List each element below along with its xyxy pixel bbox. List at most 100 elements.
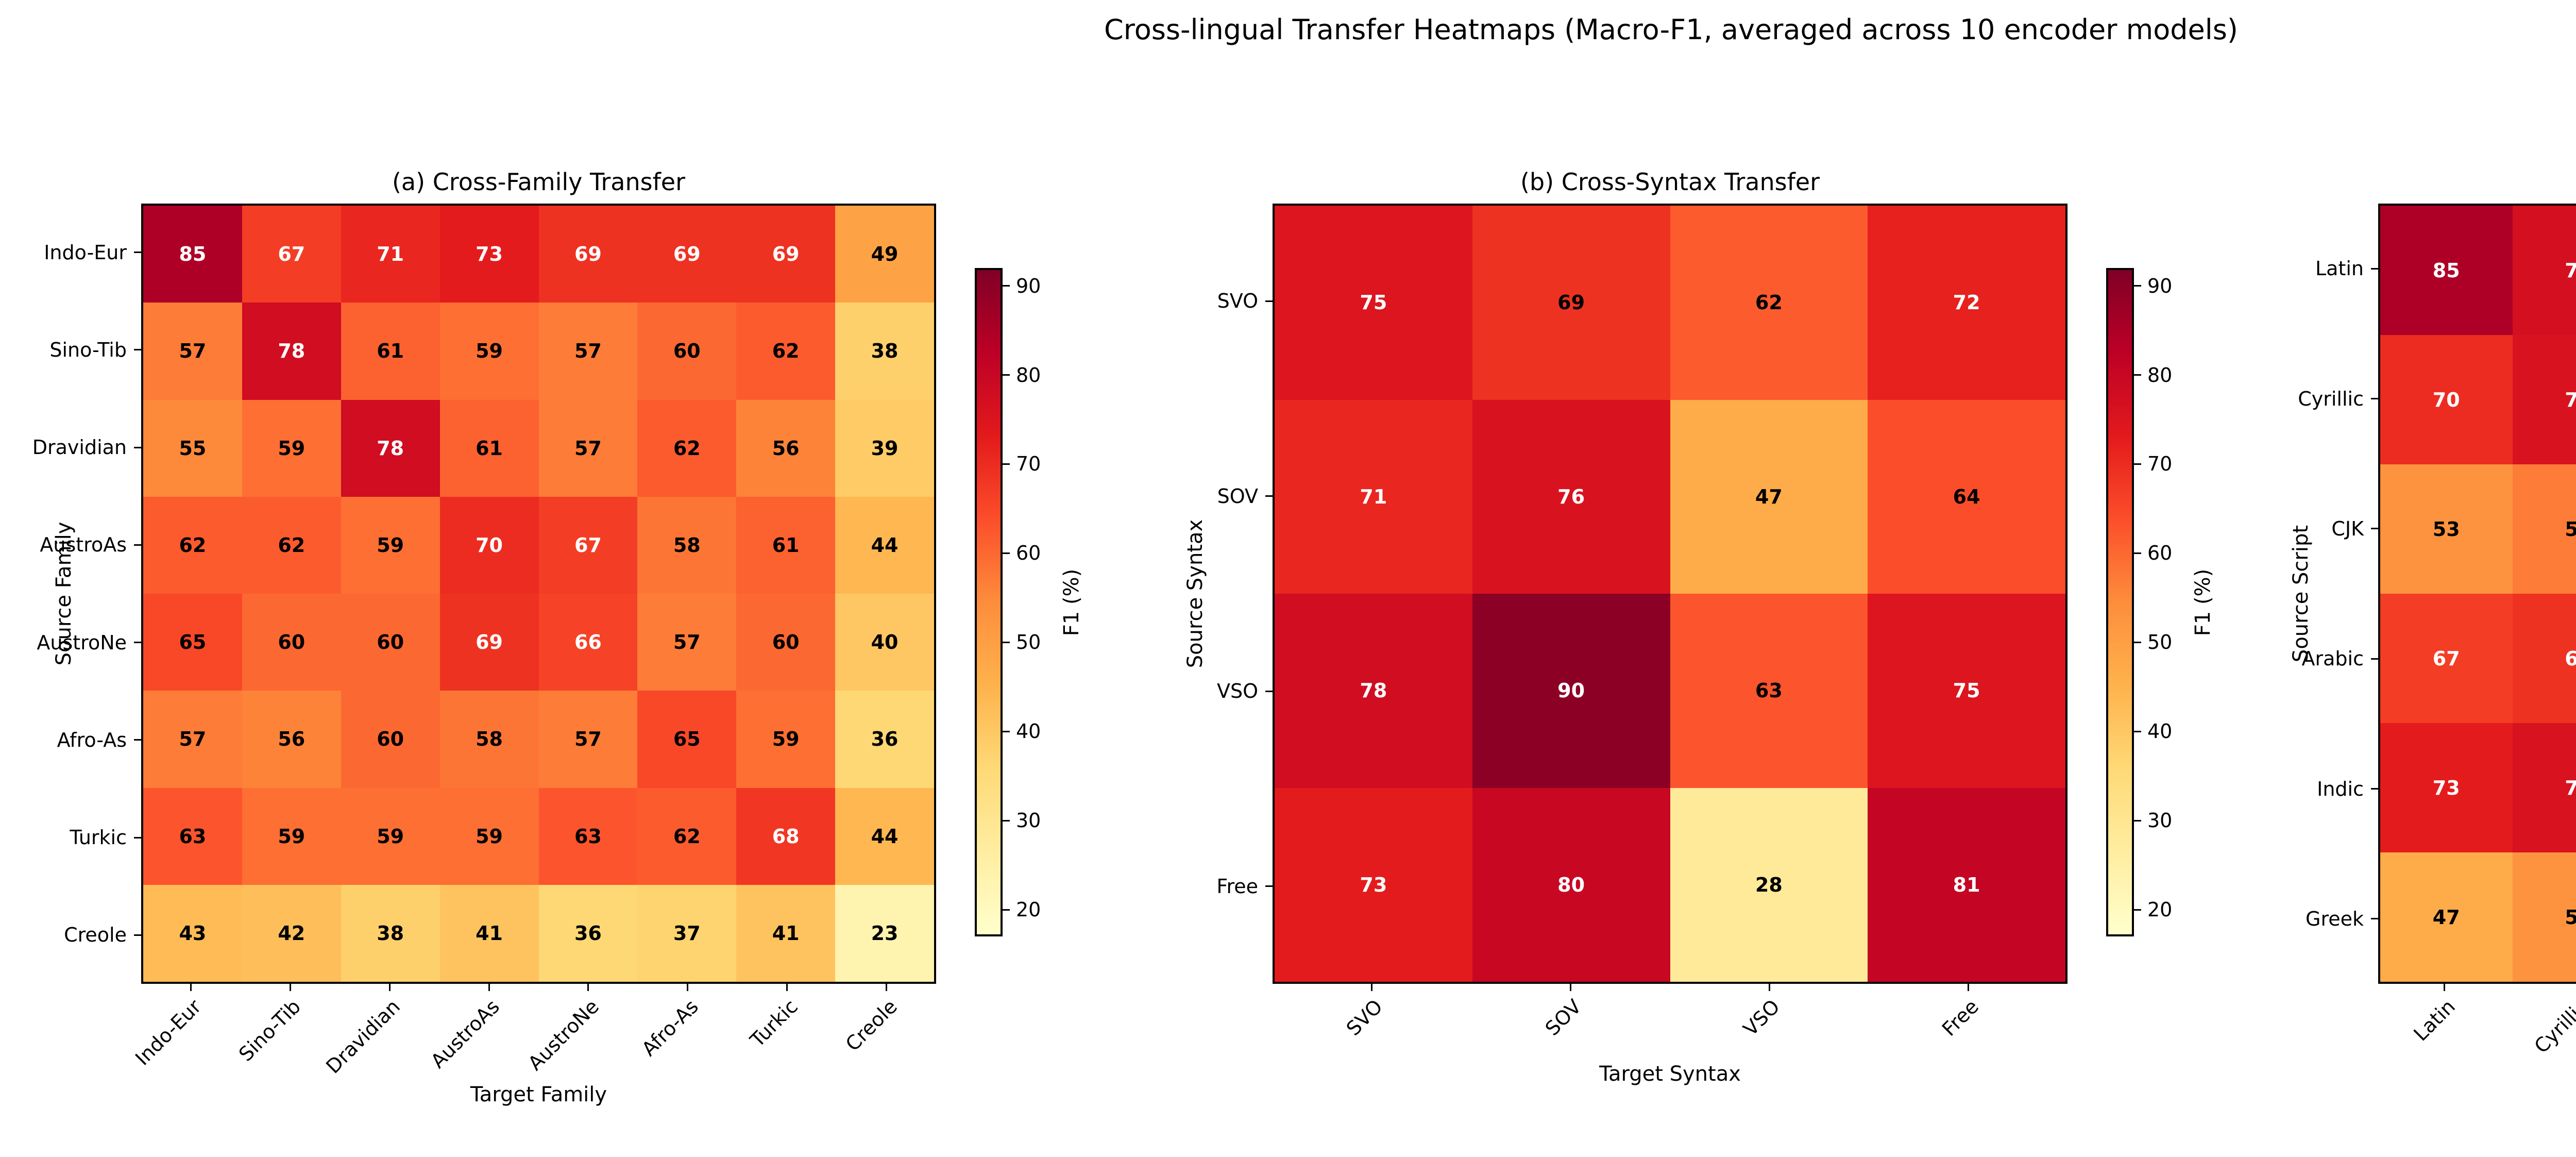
colorbar-tick-label: 70 bbox=[2147, 454, 2172, 474]
heatmap-cell-b-VSO-VSO: 63 bbox=[1670, 594, 1868, 788]
heatmap-cell-a-Sino-Tib-Afro-As: 60 bbox=[637, 303, 736, 399]
colorbar-tick-label: 70 bbox=[1016, 454, 1041, 474]
heatmap-cell-b-SVO-SVO: 75 bbox=[1275, 206, 1472, 400]
x-axis-label-a: Target Family bbox=[141, 1082, 936, 1107]
heatmap-cell-a-Turkic-Afro-As: 62 bbox=[637, 788, 736, 885]
y-tick-mark bbox=[2371, 528, 2378, 529]
x-tick-mark bbox=[1769, 984, 1770, 991]
colorbar-tick-label: 90 bbox=[1016, 276, 1041, 296]
heatmap-cell-a-Creole-Dravidian: 38 bbox=[341, 885, 440, 982]
x-tick-mark bbox=[1968, 984, 1969, 991]
heatmap-cell-a-Afro-As-Creole: 36 bbox=[835, 691, 934, 787]
heatmap-cell-b-VSO-Free: 75 bbox=[1868, 594, 2065, 788]
heatmap-cell-a-AustroAs-Indo-Eur: 62 bbox=[143, 497, 242, 594]
heatmap-cell-c-CJK-Latin: 53 bbox=[2380, 464, 2513, 594]
colorbar-tick-label: 20 bbox=[1016, 900, 1041, 919]
colorbar-tick-mark bbox=[1003, 285, 1010, 287]
heatmap-cell-a-Afro-As-AustroNe: 57 bbox=[539, 691, 638, 787]
heatmap-cell-a-Afro-As-Afro-As: 65 bbox=[637, 691, 736, 787]
heatmap-cell-a-Creole-Afro-As: 37 bbox=[637, 885, 736, 982]
x-axis-label-c: Target Script bbox=[2378, 1072, 2576, 1097]
heatmap-cell-a-Creole-AustroAs: 41 bbox=[440, 885, 539, 982]
heatmap-cell-a-Turkic-AustroAs: 59 bbox=[440, 788, 539, 885]
heatmap-cell-a-AustroNe-Afro-As: 57 bbox=[637, 594, 736, 691]
y-tick-mark bbox=[134, 934, 141, 936]
heatmap-cell-a-AustroAs-Creole: 44 bbox=[835, 497, 934, 594]
heatmap-cell-a-Indo-Eur-Dravidian: 71 bbox=[341, 206, 440, 303]
y-tick-mark bbox=[134, 642, 141, 643]
heatmap-cell-c-Indic-Cyrillic: 76 bbox=[2513, 723, 2576, 852]
x-axis-label-b: Target Syntax bbox=[1273, 1062, 2067, 1086]
colorbar-b bbox=[2106, 268, 2134, 936]
heatmap-cell-a-Dravidian-AustroAs: 61 bbox=[440, 400, 539, 497]
figure: Cross-lingual Transfer Heatmaps (Macro-F… bbox=[0, 0, 2576, 1127]
heatmap-cell-a-Indo-Eur-AustroNe: 69 bbox=[539, 206, 638, 303]
colorbar-tick-mark bbox=[2134, 285, 2141, 287]
y-tick-label: Cyrillic bbox=[2158, 389, 2364, 409]
heatmap-cell-a-AustroNe-Turkic: 60 bbox=[736, 594, 835, 691]
y-tick-label: CJK bbox=[2158, 519, 2364, 539]
y-tick-label: Creole bbox=[0, 925, 127, 945]
heatmap-cell-a-AustroNe-Sino-Tib: 60 bbox=[242, 594, 341, 691]
colorbar-tick-mark bbox=[2134, 731, 2141, 732]
x-tick-mark bbox=[190, 984, 192, 991]
heatmap-cell-a-Dravidian-Dravidian: 78 bbox=[341, 400, 440, 497]
heatmap-cell-a-Sino-Tib-AustroAs: 59 bbox=[440, 303, 539, 399]
x-tick-mark bbox=[587, 984, 589, 991]
heatmap-cell-a-Sino-Tib-Turkic: 62 bbox=[736, 303, 835, 399]
heatmap-cell-a-Indo-Eur-Afro-As: 69 bbox=[637, 206, 736, 303]
heatmap-cell-a-Dravidian-Sino-Tib: 59 bbox=[242, 400, 341, 497]
heatmap-cell-a-AustroNe-Creole: 40 bbox=[835, 594, 934, 691]
y-tick-label: SVO bbox=[1052, 291, 1258, 311]
heatmap-cell-a-Creole-Creole: 23 bbox=[835, 885, 934, 982]
y-tick-label: Free bbox=[1052, 877, 1258, 896]
heatmap-cell-a-AustroAs-Dravidian: 59 bbox=[341, 497, 440, 594]
heatmap-cell-a-Dravidian-Indo-Eur: 55 bbox=[143, 400, 242, 497]
colorbar-tick-mark bbox=[2134, 909, 2141, 911]
colorbar-tick-mark bbox=[1003, 463, 1010, 465]
colorbar-tick-label: 50 bbox=[1016, 632, 1041, 652]
y-tick-mark bbox=[1265, 691, 1273, 692]
y-tick-mark bbox=[134, 251, 141, 253]
heatmap-cell-a-AustroNe-AustroAs: 69 bbox=[440, 594, 539, 691]
y-tick-label: VSO bbox=[1052, 681, 1258, 701]
y-tick-label: Indo-Eur bbox=[0, 243, 127, 262]
heatmap-cell-a-Turkic-Creole: 44 bbox=[835, 788, 934, 885]
heatmap-cell-b-SVO-VSO: 62 bbox=[1670, 206, 1868, 400]
heatmap-cell-c-Cyrillic-Latin: 70 bbox=[2380, 335, 2513, 464]
figure-title: Cross-lingual Transfer Heatmaps (Macro-F… bbox=[0, 13, 2576, 46]
y-tick-label: Turkic bbox=[0, 828, 127, 847]
colorbar-tick-label: 30 bbox=[2147, 811, 2172, 830]
heatmap-cell-b-SVO-SOV: 69 bbox=[1472, 206, 1670, 400]
y-tick-mark bbox=[1265, 495, 1273, 497]
heatmap-cell-a-Creole-AustroNe: 36 bbox=[539, 885, 638, 982]
y-tick-mark bbox=[1265, 885, 1273, 887]
heatmap-cell-a-Afro-As-Dravidian: 60 bbox=[341, 691, 440, 787]
y-tick-mark bbox=[2371, 918, 2378, 919]
colorbar-tick-label: 40 bbox=[2147, 722, 2172, 741]
heatmap-cell-b-Free-SVO: 73 bbox=[1275, 788, 1472, 982]
heatmap-cell-a-AustroAs-Sino-Tib: 62 bbox=[242, 497, 341, 594]
y-tick-mark bbox=[1265, 300, 1273, 302]
y-tick-label: Indic bbox=[2158, 779, 2364, 799]
colorbar-tick-label: 60 bbox=[2147, 543, 2172, 563]
heatmap-cell-a-Indo-Eur-Sino-Tib: 67 bbox=[242, 206, 341, 303]
y-tick-mark bbox=[2371, 658, 2378, 660]
y-tick-mark bbox=[2371, 788, 2378, 790]
colorbar-tick-label: 30 bbox=[1016, 811, 1041, 830]
heatmap-cell-c-Latin-Cyrillic: 77 bbox=[2513, 206, 2576, 335]
y-axis-label-b: Source Syntax bbox=[1183, 439, 1208, 748]
heatmap-cell-a-Sino-Tib-Dravidian: 61 bbox=[341, 303, 440, 399]
heatmap-cell-a-Turkic-Dravidian: 59 bbox=[341, 788, 440, 885]
colorbar-tick-label: 60 bbox=[1016, 543, 1041, 563]
panel-title-c: (c) Cross-Script Transfer bbox=[2378, 167, 2576, 196]
x-tick-mark bbox=[886, 984, 887, 991]
heatmap-cell-a-Afro-As-Sino-Tib: 56 bbox=[242, 691, 341, 787]
heatmap-cell-c-Greek-Cyrillic: 53 bbox=[2513, 852, 2576, 982]
y-tick-mark bbox=[134, 349, 141, 350]
heatmap-cell-b-SVO-Free: 72 bbox=[1868, 206, 2065, 400]
colorbar-tick-mark bbox=[2134, 552, 2141, 554]
y-tick-label: SOV bbox=[1052, 487, 1258, 506]
x-tick-mark bbox=[786, 984, 788, 991]
